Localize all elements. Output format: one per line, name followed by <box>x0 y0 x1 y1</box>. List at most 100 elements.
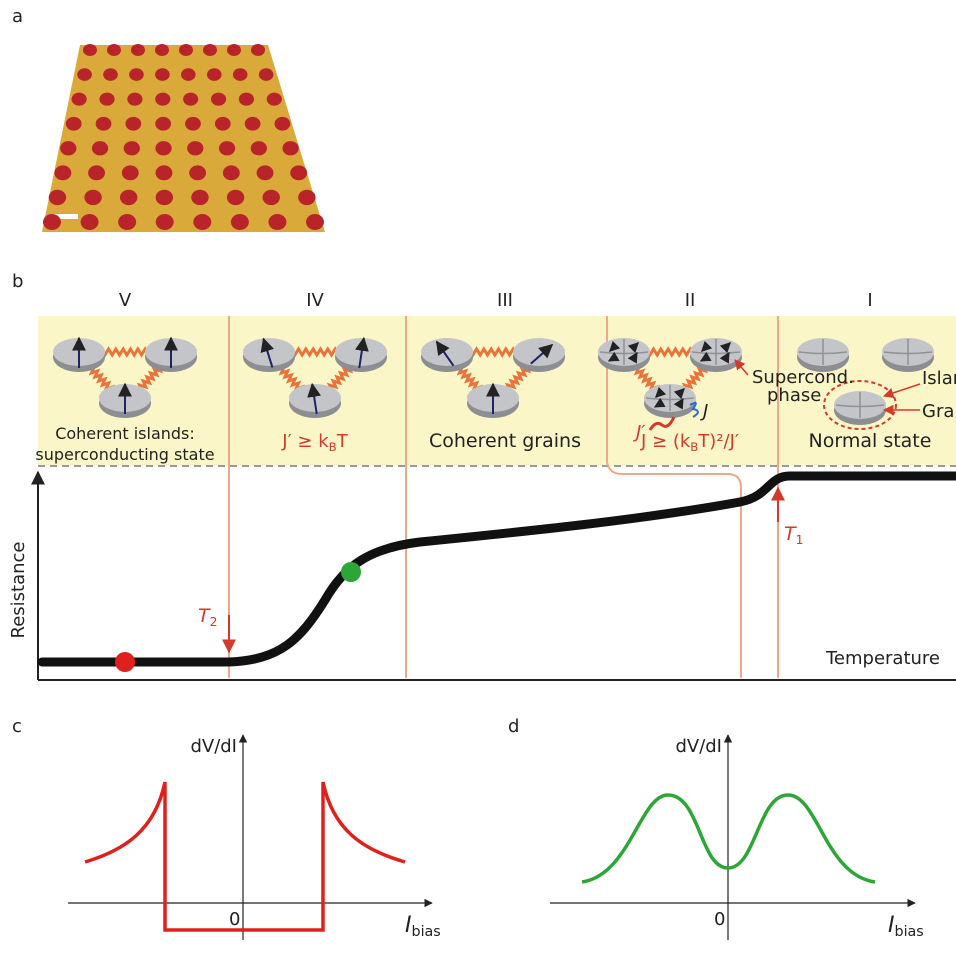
pillar <box>183 93 198 106</box>
pillar <box>96 117 112 131</box>
text-part: Coherent grains <box>429 430 581 452</box>
pillar <box>193 214 211 230</box>
y-axis-label: Resistance <box>8 542 29 639</box>
pillar <box>125 117 141 131</box>
region-caption: Coherent grains <box>429 430 581 452</box>
pillar <box>83 44 97 56</box>
region-caption: Normal state <box>809 430 932 452</box>
pillar <box>66 117 82 131</box>
region-numeral: I <box>867 290 872 311</box>
pillar <box>156 190 173 205</box>
text-part: T)²/J′ <box>697 431 739 452</box>
region-caption: superconducting state <box>35 445 214 464</box>
pillar <box>84 190 101 205</box>
subscript: bias <box>412 924 441 940</box>
pillar <box>227 190 244 205</box>
region-numeral: III <box>497 290 513 311</box>
annotation: Island <box>922 368 956 389</box>
pillar <box>155 68 170 81</box>
pillar <box>191 190 208 205</box>
figure: a b c d V Coherent islands: superconducting st… <box>0 0 956 966</box>
y-axis-label: dV/dI <box>675 736 722 757</box>
pillar <box>219 141 235 155</box>
pillar <box>99 93 114 106</box>
pillar <box>187 141 203 155</box>
x-axis-label: Ibias <box>405 913 441 940</box>
t1-label: T1 <box>784 523 803 547</box>
pillar <box>268 214 286 230</box>
pillar <box>239 93 254 106</box>
state-marker <box>115 652 135 672</box>
pillar <box>155 93 170 106</box>
origin-label: 0 <box>229 909 240 930</box>
pillar <box>189 165 206 180</box>
island <box>421 338 473 366</box>
pillar <box>155 141 171 155</box>
pillar <box>72 93 87 106</box>
pillar <box>103 68 118 81</box>
pillar <box>156 214 174 230</box>
state-marker <box>341 562 361 582</box>
pillar <box>60 141 76 155</box>
text-part: J′ ≥ k <box>281 431 329 452</box>
subscript: 2 <box>210 615 218 629</box>
panel-label: c <box>12 716 22 737</box>
pillar <box>92 141 108 155</box>
text-part: superconducting state <box>35 445 214 464</box>
pillar <box>54 165 71 180</box>
panel-label: b <box>12 271 23 292</box>
pillar <box>77 68 92 81</box>
subscript: 1 <box>796 533 804 547</box>
text-part: Coherent islands: <box>55 424 195 443</box>
pillar <box>267 93 282 106</box>
pillar <box>181 68 196 81</box>
pillar <box>233 68 248 81</box>
pillar <box>49 190 66 205</box>
t2-label: T2 <box>198 605 217 629</box>
pillar <box>251 44 265 56</box>
pillar <box>155 117 171 131</box>
island <box>243 338 295 366</box>
pillar <box>275 117 291 131</box>
region-caption: J′ ≥ kBT <box>281 431 348 454</box>
pillar <box>122 165 139 180</box>
pillar <box>43 214 61 230</box>
pillar <box>124 141 140 155</box>
pillar <box>120 190 137 205</box>
subscript: B <box>329 440 337 454</box>
text-part: Normal state <box>809 430 932 452</box>
y-axis-label: dV/dI <box>190 736 237 757</box>
panel-label: d <box>508 716 519 737</box>
x-axis-label: Ibias <box>888 913 924 940</box>
pillar <box>203 44 217 56</box>
pillar <box>223 165 240 180</box>
pillar <box>282 141 298 155</box>
pillar <box>88 165 105 180</box>
resistance-curve <box>42 476 956 662</box>
pillar <box>131 44 145 56</box>
subscript: bias <box>895 924 924 940</box>
region-numeral: V <box>119 290 132 311</box>
pillar <box>211 93 226 106</box>
pillar <box>215 117 231 131</box>
annotation: Grain <box>922 401 956 422</box>
text-part: J ≥ (k <box>640 431 691 452</box>
pillar <box>231 214 249 230</box>
pillar <box>263 190 280 205</box>
region-caption: Coherent islands: <box>55 424 195 443</box>
panel-label: a <box>12 6 23 27</box>
pillar <box>129 68 144 81</box>
region-numeral: IV <box>306 290 324 311</box>
pillar <box>298 190 315 205</box>
pillar <box>81 214 99 230</box>
pillar <box>107 44 121 56</box>
pillar <box>290 165 307 180</box>
pillar <box>118 214 136 230</box>
pillar <box>227 44 241 56</box>
pillar <box>156 165 173 180</box>
pillar <box>306 214 324 230</box>
pillar <box>179 44 193 56</box>
region-caption: J ≥ (kBT)²/J′ <box>640 431 739 454</box>
gap-spectrum <box>85 782 405 930</box>
pillar <box>185 117 201 131</box>
